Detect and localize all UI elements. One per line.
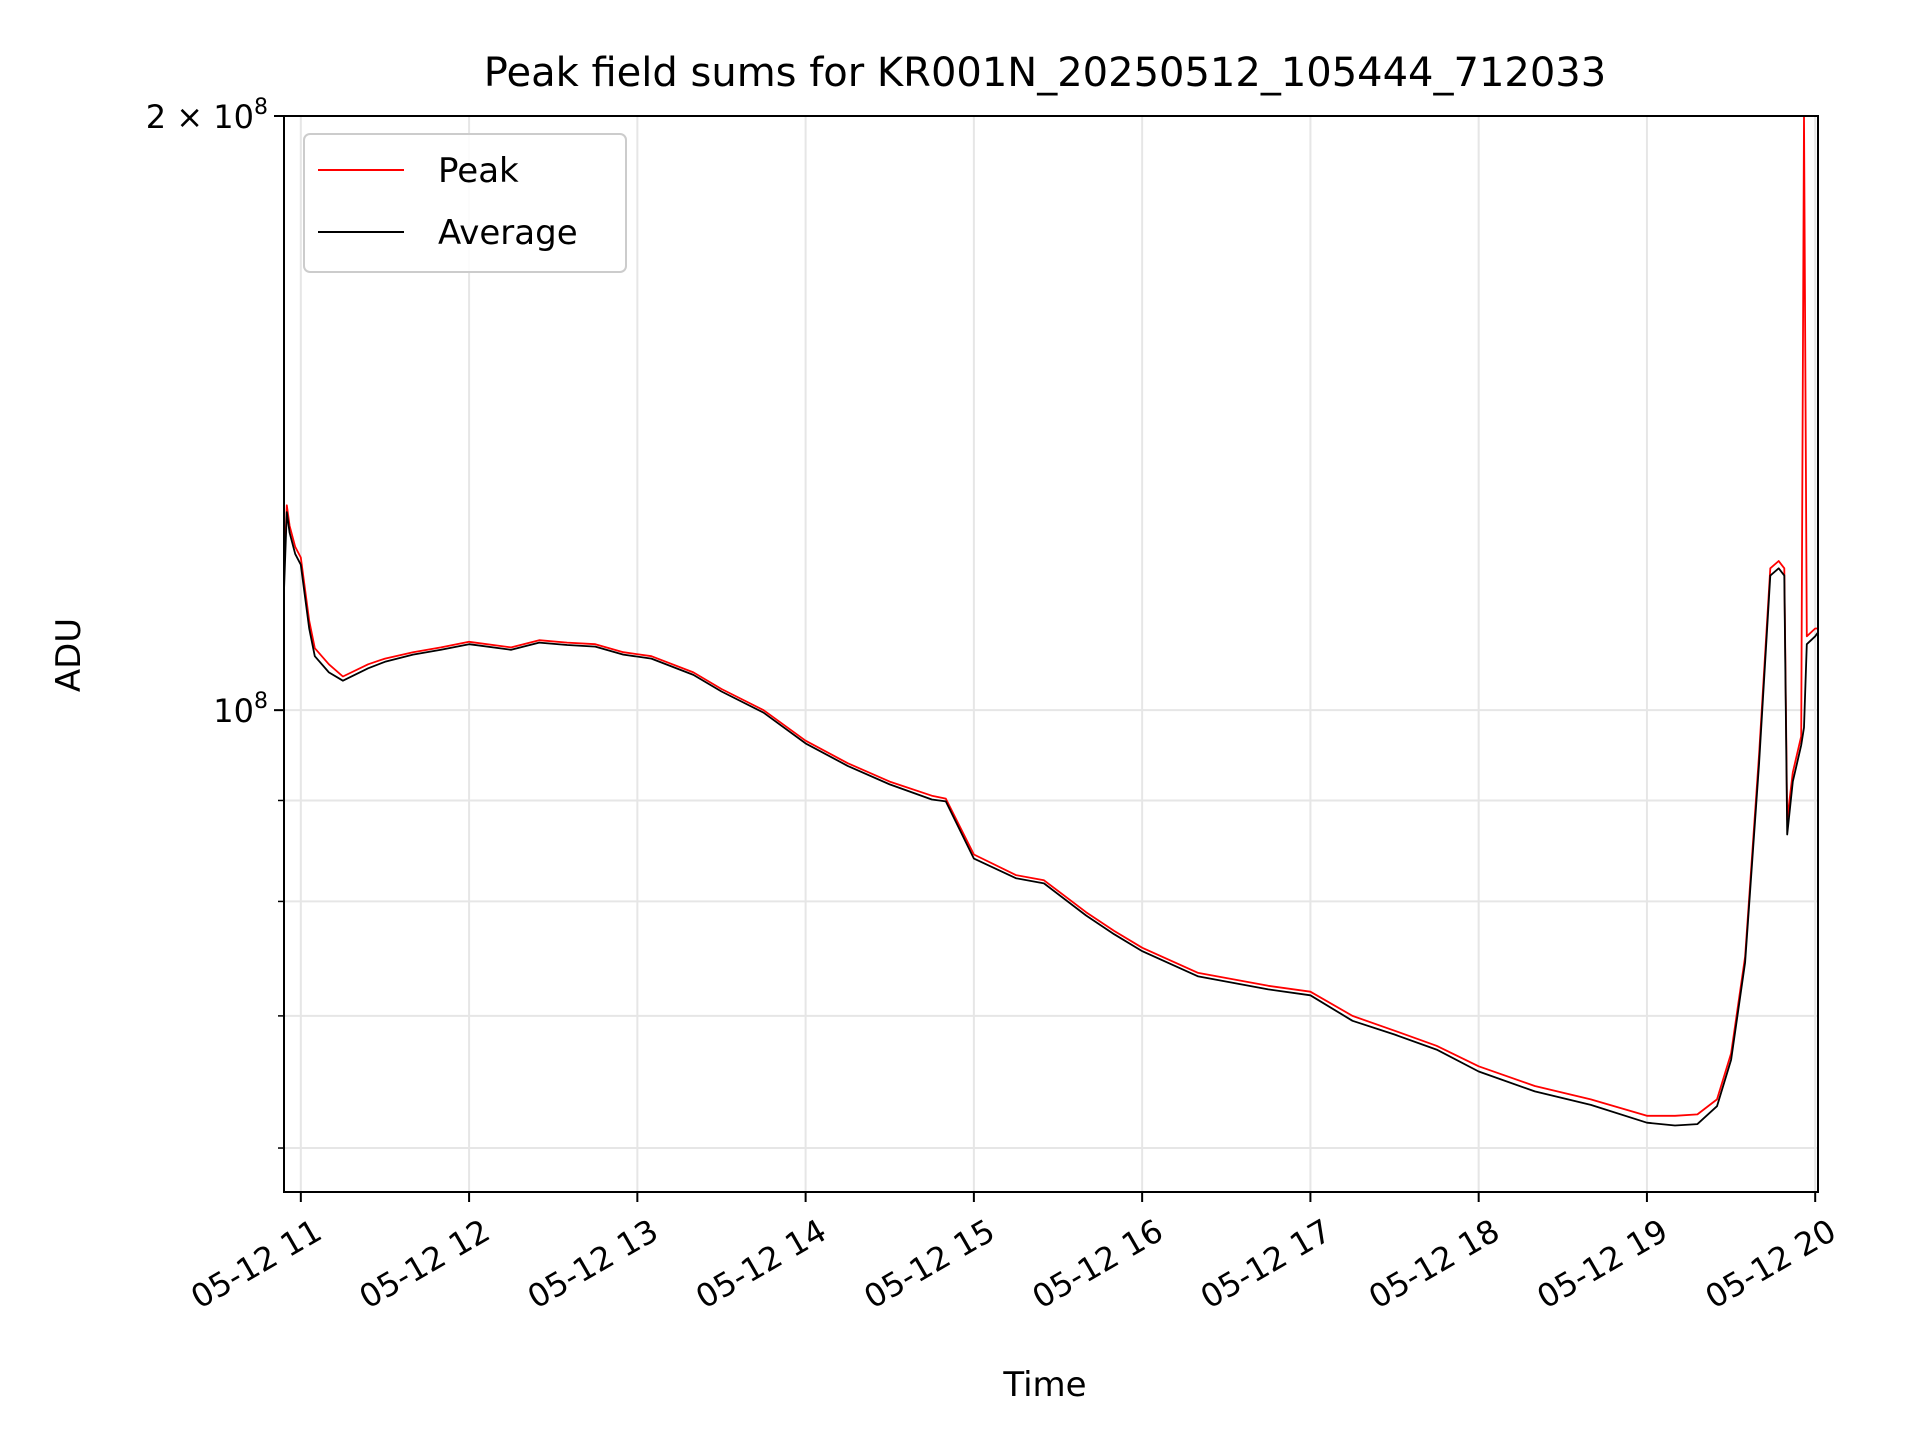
chart-title: Peak field sums for KR001N_20250512_1054… <box>484 50 1606 96</box>
legend-label-average: Average <box>438 213 578 253</box>
y-axis-label: ADU <box>49 618 89 692</box>
y-tick-label: 2 × 108 <box>146 95 268 136</box>
axes-frame <box>283 115 1819 1193</box>
legend-label-peak: Peak <box>438 151 519 191</box>
legend-box <box>303 133 627 273</box>
x-axis-label: Time <box>1002 1365 1086 1405</box>
series-line-average <box>283 511 1819 1127</box>
series-layer <box>283 115 1819 1127</box>
grid <box>284 115 1818 1192</box>
legend: Peak Average <box>303 133 627 273</box>
y-tick-label: 108 <box>213 689 268 730</box>
